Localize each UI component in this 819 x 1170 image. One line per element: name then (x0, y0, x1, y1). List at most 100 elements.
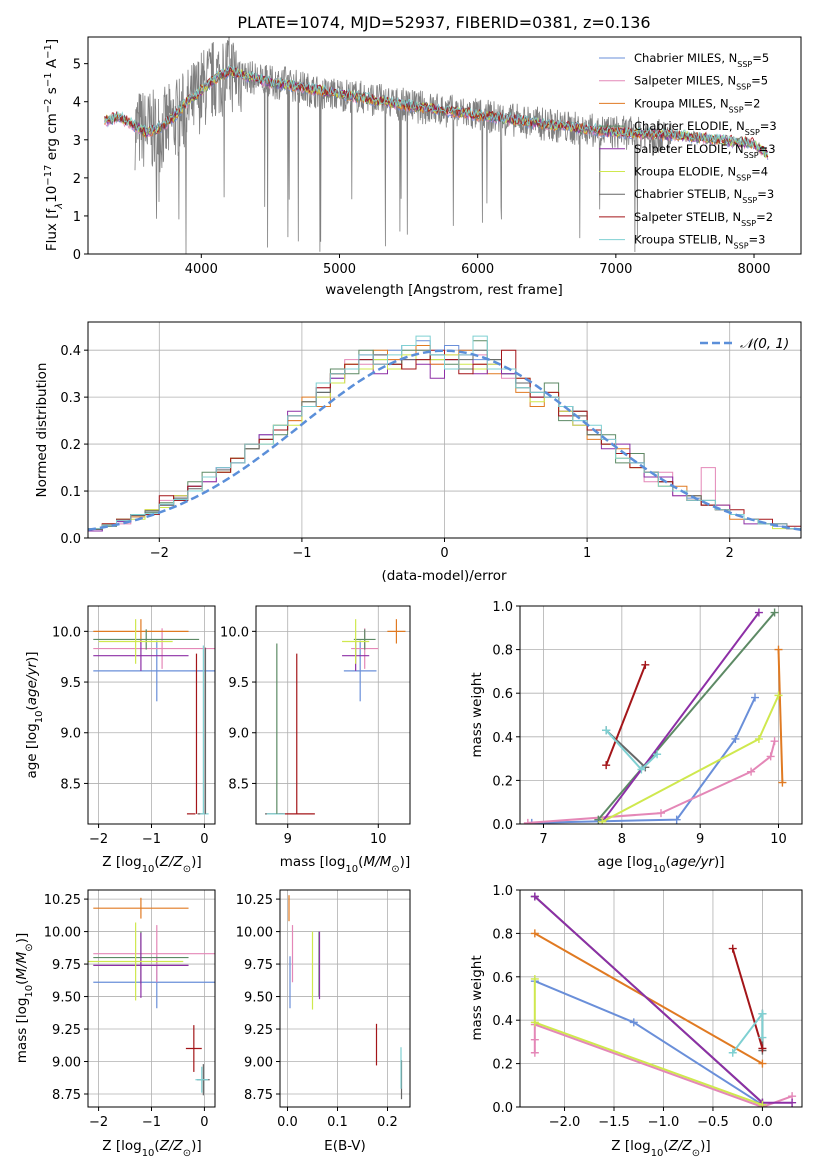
label-part: Z [log (102, 854, 141, 870)
label-part: ( (154, 854, 159, 870)
y-tick-label: 0.2 (492, 1058, 513, 1073)
legend-value: =5 (751, 74, 768, 88)
legend-value: =2 (756, 210, 773, 224)
y-tick-label: 9.75 (244, 958, 273, 973)
legend-text: Kroupa ELODIE, N (634, 165, 736, 179)
label-part: (data-model)/error (381, 568, 507, 584)
legend-entry-salpeter-elodie: Salpeter ELODIE, NSSP=3 (634, 142, 776, 160)
y-tick-label: 1 (73, 210, 81, 225)
y-axis-label-age-vs-Z: age [log10(age/yr)] (24, 651, 45, 778)
y-tick-label: 8.75 (244, 1088, 273, 1103)
x-tick-label: 0 (200, 1115, 208, 1130)
label-part: erg cm (44, 113, 60, 164)
x-tick-label: −1 (292, 546, 311, 561)
x-axis-label-mass-vs-EBV: E(B-V) (324, 1138, 366, 1154)
y-axis-label-spectrum: Flux [fλ10−17 erg cm−2 s−1 A−1] (43, 39, 65, 251)
label-part: mass [log (14, 998, 30, 1064)
errorbar-kroupa-miles (93, 897, 189, 919)
label-part: mass weight (469, 955, 485, 1040)
y-tick-label: 0.0 (492, 818, 513, 833)
weight-line-chabrier-elodie (597, 611, 776, 821)
legend-text: Salpeter MILES, N (634, 74, 736, 88)
label-part: 10 (651, 1148, 664, 1159)
y-tick-label: 0.0 (492, 1101, 513, 1116)
errorbar-salpeter-elodie (93, 640, 189, 671)
x-tick-label: −2 (150, 546, 169, 561)
marker-kroupa-elodie (758, 1100, 767, 1107)
marker-salpeter-stelib (602, 761, 611, 770)
legend-sub: SSP (736, 173, 751, 182)
spectrum-data-line (134, 37, 672, 254)
label-part: mass [log (280, 854, 346, 870)
x-tick-label: 10 (770, 832, 787, 847)
axes-frame (255, 605, 411, 825)
label-part: Z/Z (159, 1138, 184, 1154)
label-part: Flux [f (44, 208, 60, 252)
marker-kroupa-miles (530, 929, 539, 938)
plot-area-weight-vs-Z (530, 892, 797, 1107)
x-tick-label: −1 (142, 1115, 161, 1130)
x-tick-label: −2 (89, 832, 108, 847)
weight-line-kroupa-miles (777, 649, 784, 783)
plot-area-mass-vs-EBV (288, 895, 403, 1100)
x-tick-label: 9 (696, 832, 704, 847)
legend-value: =2 (744, 96, 761, 110)
legend-entry-kroupa-stelib: Kroupa STELIB, NSSP=3 (634, 233, 765, 251)
y-tick-label: 9.25 (52, 1023, 81, 1038)
x-tick-label: 1 (583, 546, 591, 561)
y-tick-label: 0.4 (492, 1014, 513, 1029)
x-tick-label: 7 (539, 832, 547, 847)
legend-sub: SSP (741, 218, 756, 227)
y-axis-label-weight-vs-Z: mass weight (469, 955, 485, 1040)
x-tick-label: 7000 (599, 262, 632, 277)
x-axis-label-weight-vs-age: age [log10(age/yr)] (597, 854, 724, 875)
label-part: Normed distribution (34, 363, 50, 498)
y-axis-label-mass-vs-Z: mass [log10(M/M⊙)] (14, 933, 35, 1063)
label-part: age/yr (671, 854, 716, 870)
legend-sub: SSP (745, 128, 760, 137)
marker-salpeter-miles (657, 809, 665, 818)
marker-chabrier-miles (629, 1018, 638, 1027)
marker-chabrier-elodie (770, 608, 779, 617)
marker-kroupa-stelib (653, 750, 662, 759)
marker-chabrier-miles (731, 734, 740, 743)
label-part: age [log (597, 854, 652, 870)
label-part: −2 (43, 98, 54, 113)
label-part: ⊙ (24, 943, 35, 951)
x-tick-label: 8 (618, 832, 626, 847)
marker-salpeter-miles (530, 1035, 539, 1044)
label-part: 10 (142, 1148, 155, 1159)
marker-salpeter-elodie (530, 892, 539, 901)
errorbar-chabrier-elodie (353, 629, 376, 650)
figure-title: PLATE=1074, MJD=52937, FIBERID=0381, z=0… (237, 13, 650, 32)
y-tick-label: 0 (73, 248, 81, 263)
marker-kroupa-elodie (754, 734, 763, 743)
y-tick-label: 10.25 (236, 893, 273, 908)
y-tick-label: 9.00 (52, 1056, 81, 1071)
x-tick-label: −1 (142, 832, 161, 847)
weight-line-kroupa-elodie (601, 694, 780, 823)
y-tick-label: 3 (73, 134, 81, 149)
marker-chabrier-miles (751, 693, 759, 702)
x-tick-label: 0 (440, 546, 448, 561)
label-part: A (44, 58, 60, 72)
errorbar-kroupa-miles (387, 619, 406, 644)
axes-frame (519, 605, 803, 825)
marker-chabrier-miles (672, 815, 681, 824)
label-part: 10 (44, 186, 60, 203)
label-part: ( (358, 854, 363, 870)
x-tick-label: −1.5 (598, 1115, 630, 1130)
y-tick-label: 1.0 (492, 884, 513, 899)
label-part: −17 (43, 165, 54, 186)
x-tick-label: 0.0 (277, 1115, 298, 1130)
y-tick-label: 10.25 (44, 893, 81, 908)
axes-mass-vs-EBV: 0.0 0.1 0.2 8.75 9.00 9.25 9.50 9.75 10.00 10.25 (236, 889, 411, 1130)
axes-frame (87, 36, 802, 255)
marker-kroupa-miles (778, 778, 787, 787)
errorbar-chabrier-miles (343, 640, 377, 702)
x-axis-label-spectrum: wavelength [Angstrom, rest frame] (325, 282, 563, 298)
legend-sub: SSP (737, 60, 752, 69)
label-part: ( (24, 705, 40, 710)
x-tick-label: −0.5 (697, 1115, 729, 1130)
label-part: wavelength [Angstrom, rest frame] (325, 282, 563, 298)
